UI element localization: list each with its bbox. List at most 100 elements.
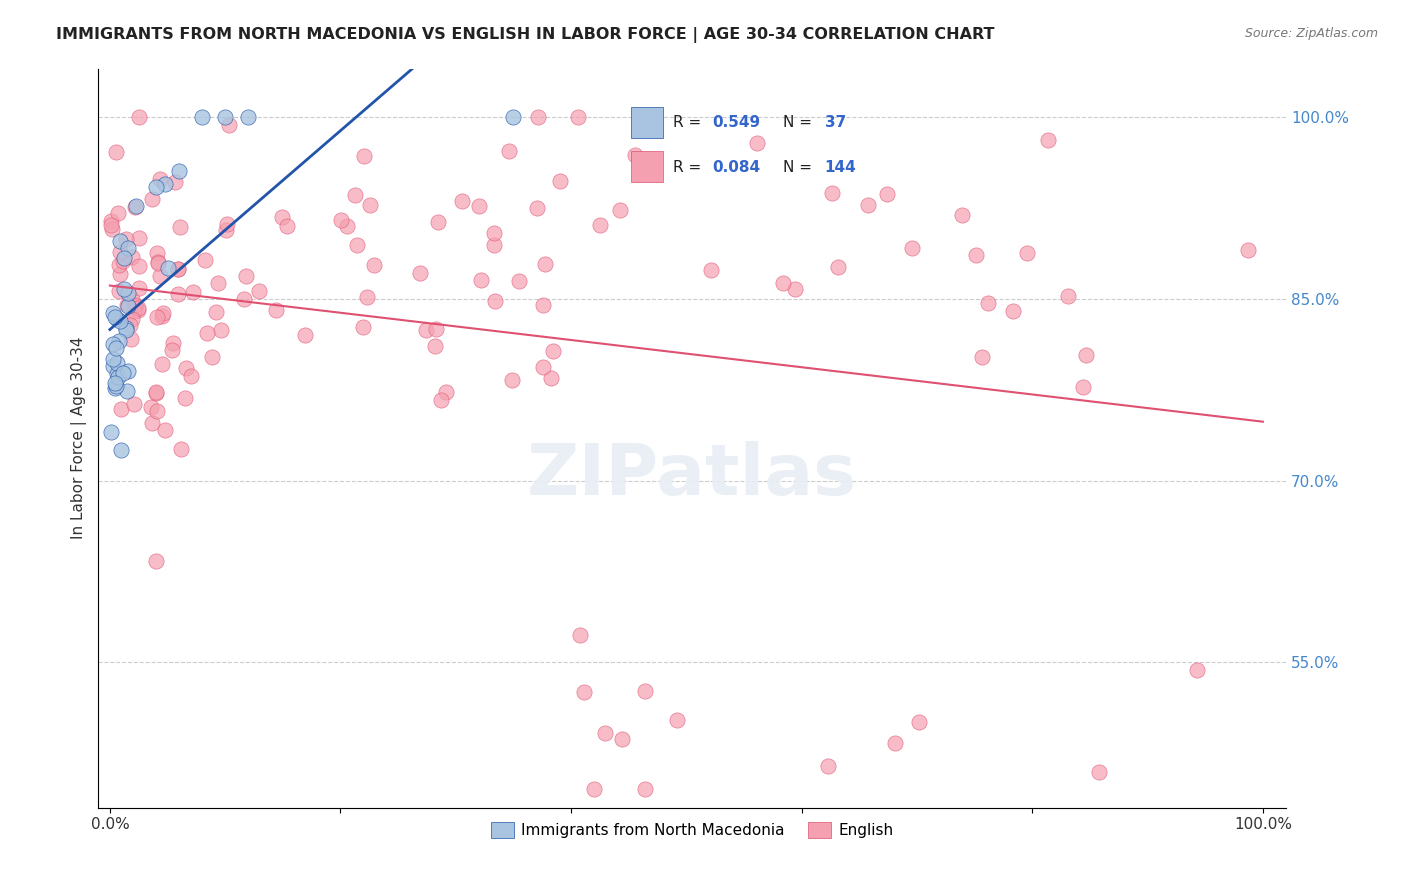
English (118, 318, 141, 332)
Immigrants from North Macedonia (156, 260, 179, 275)
Immigrants from North Macedonia (112, 251, 135, 265)
Immigrants from North Macedonia (117, 384, 139, 398)
English (108, 284, 131, 298)
English (264, 303, 287, 318)
Immigrants from North Macedonia (101, 351, 124, 366)
English (146, 255, 169, 269)
English (336, 219, 359, 234)
English (527, 110, 550, 124)
English (1237, 244, 1260, 258)
English (501, 374, 523, 388)
English (120, 332, 142, 346)
English (247, 284, 270, 298)
Immigrants from North Macedonia (105, 312, 128, 326)
English (215, 217, 238, 231)
Immigrants from North Macedonia (125, 199, 148, 213)
Text: IMMIGRANTS FROM NORTH MACEDONIA VS ENGLISH IN LABOR FORCE | AGE 30-34 CORRELATIO: IMMIGRANTS FROM NORTH MACEDONIA VS ENGLI… (56, 27, 994, 43)
English (533, 298, 555, 312)
English (122, 397, 145, 411)
English (498, 145, 520, 159)
English (145, 310, 167, 324)
English (908, 714, 931, 729)
English (568, 628, 591, 642)
Immigrants from North Macedonia (502, 110, 524, 124)
English (162, 343, 184, 358)
English (352, 320, 374, 334)
English (609, 203, 631, 218)
Immigrants from North Macedonia (107, 367, 129, 381)
English (747, 136, 769, 151)
English (141, 192, 163, 206)
English (1038, 133, 1060, 147)
English (783, 282, 806, 296)
English (482, 227, 505, 241)
English (112, 254, 135, 268)
English (533, 257, 555, 271)
English (550, 174, 572, 188)
English (165, 175, 187, 189)
English (827, 260, 849, 274)
English (821, 186, 844, 201)
English (1074, 348, 1097, 362)
English (353, 149, 375, 163)
English (218, 118, 240, 132)
English (430, 393, 453, 408)
English (235, 269, 257, 284)
English (115, 298, 138, 312)
English (141, 416, 163, 430)
English (363, 259, 385, 273)
English (128, 110, 150, 124)
English (329, 213, 352, 227)
English (450, 194, 472, 208)
English (145, 386, 167, 401)
Y-axis label: In Labor Force | Age 30-34: In Labor Force | Age 30-34 (72, 337, 87, 540)
English (427, 215, 450, 229)
English (141, 400, 163, 414)
English (270, 210, 292, 224)
Immigrants from North Macedonia (111, 366, 134, 380)
English (215, 222, 238, 236)
Immigrants from North Macedonia (105, 356, 128, 370)
English (114, 232, 136, 246)
English (344, 188, 367, 202)
English (170, 442, 193, 456)
English (162, 335, 184, 350)
English (700, 262, 723, 277)
English (665, 713, 688, 727)
English (108, 258, 131, 272)
English (166, 286, 188, 301)
Immigrants from North Macedonia (105, 341, 128, 355)
English (166, 261, 188, 276)
English (634, 683, 657, 698)
English (567, 110, 589, 124)
Immigrants from North Macedonia (115, 323, 138, 337)
English (124, 298, 146, 312)
English (1187, 663, 1209, 677)
English (100, 213, 122, 227)
English (876, 186, 898, 201)
English (150, 310, 173, 324)
Immigrants from North Macedonia (238, 110, 260, 124)
English (121, 250, 143, 264)
English (1001, 304, 1024, 318)
English (883, 736, 905, 750)
Immigrants from North Macedonia (100, 425, 122, 440)
English (174, 391, 197, 405)
Immigrants from North Macedonia (108, 334, 131, 349)
English (508, 274, 530, 288)
Text: ZIPatlas: ZIPatlas (527, 441, 858, 509)
English (589, 218, 612, 232)
English (152, 306, 174, 320)
English (623, 148, 645, 162)
English (346, 238, 368, 252)
English (540, 371, 562, 385)
English (482, 237, 505, 252)
English (1015, 246, 1038, 260)
English (181, 285, 204, 299)
English (145, 554, 167, 568)
English (1071, 380, 1094, 394)
Immigrants from North Macedonia (103, 381, 125, 395)
English (415, 323, 437, 337)
English (541, 344, 564, 359)
Immigrants from North Macedonia (117, 364, 139, 378)
